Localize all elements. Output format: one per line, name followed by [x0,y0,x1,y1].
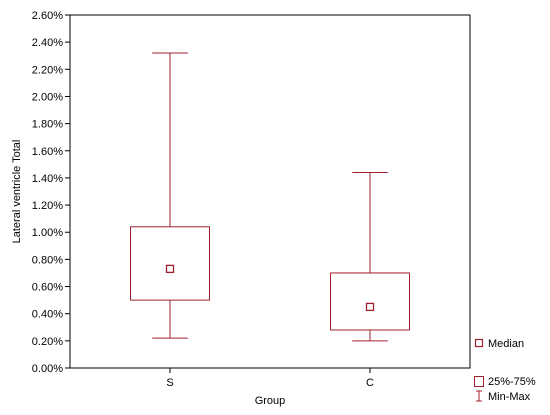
y-tick-label: 1.80% [32,119,63,131]
box-c [330,171,410,342]
y-tick-label: 1.60% [32,146,63,158]
legend-median-label: Median [488,338,524,350]
median-marker [165,264,175,274]
median-marker [365,302,375,312]
box-s [130,52,210,339]
y-axis-label: Lateral ventricle Total [11,140,23,244]
y-tick-label: 0.40% [32,309,63,321]
y-tick-label: 1.20% [32,200,63,212]
legend-iqr-marker [474,376,484,387]
y-tick-label: 0.20% [32,336,63,348]
boxes [130,52,410,342]
y-tick-label: 2.40% [32,37,63,49]
legend: Median 25%-75% Min-Max [474,338,536,403]
y-tick-label: 2.00% [32,91,63,103]
y-tick-label: 0.80% [32,254,63,266]
x-axis-label: Group [255,395,286,407]
legend-median-marker [474,338,484,348]
y-tick-label: 1.40% [32,173,63,185]
legend-iqr-label: 25%-75% [488,376,536,388]
iqr-box [130,226,210,301]
y-tick-label: 2.20% [32,64,63,76]
y-tick-label: 2.60% [32,10,63,22]
y-tick-label: 1.00% [32,227,63,239]
legend-range-marker [476,390,482,402]
y-axis: 0.00% 0.20% 0.40% 0.60% 0.80% 1.00% 1.20% 1.40%… [32,10,70,375]
y-tick-label: 0.00% [32,363,63,375]
x-tick-label: S [166,377,173,389]
legend-range-label: Min-Max [488,391,531,403]
x-tick-label: C [366,377,374,389]
y-tick-label: 0.60% [32,282,63,294]
iqr-box [330,272,410,331]
